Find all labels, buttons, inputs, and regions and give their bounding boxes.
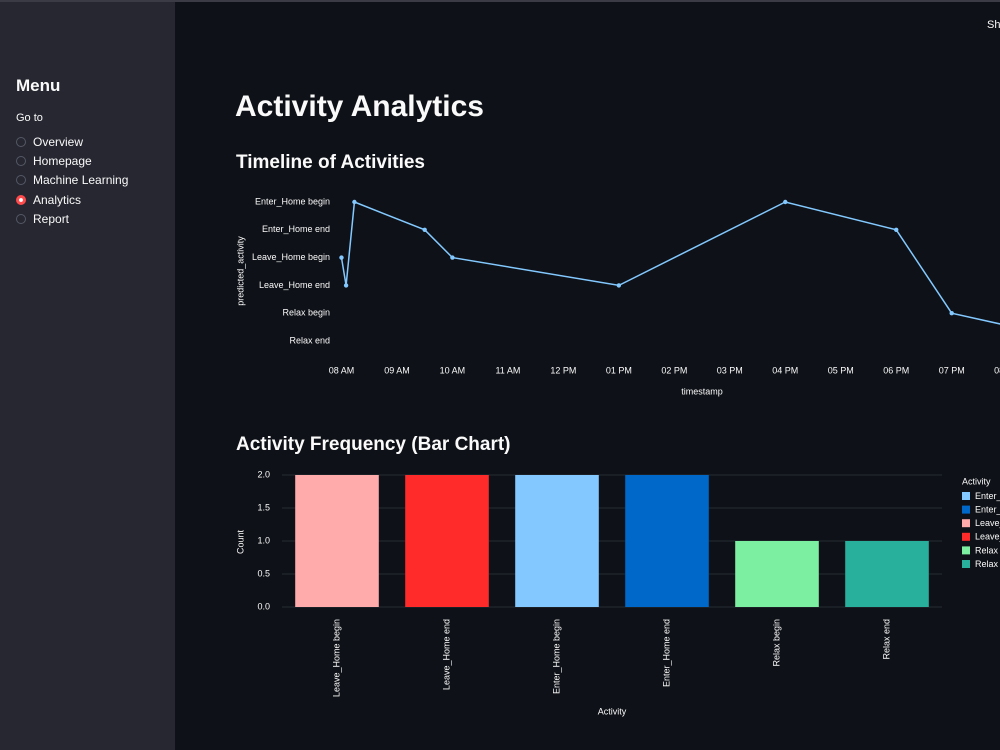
x-tick-label: Relax begin <box>771 619 781 667</box>
x-tick-label: Leave_Home begin <box>331 619 341 697</box>
legend-label: Relax end <box>975 559 1000 569</box>
radio-button[interactable] <box>16 213 26 224</box>
x-tick-label: 03 PM <box>717 365 743 375</box>
point <box>343 283 349 288</box>
point <box>949 311 954 316</box>
y-tick-label: Leave_Home begin <box>252 252 330 262</box>
bar <box>295 475 379 607</box>
radio-option[interactable]: Overview <box>16 132 128 151</box>
y-tick-label: 1.0 <box>257 535 270 545</box>
legend-swatch <box>962 505 970 514</box>
x-axis-label: Activity <box>598 706 627 716</box>
radio-label: Go to <box>16 112 43 124</box>
radio-option[interactable]: Machine Learning <box>16 171 128 190</box>
bar <box>515 475 599 607</box>
y-axis-label: Count <box>235 530 245 555</box>
sidebar-title: Menu <box>16 76 61 95</box>
line-chart: Enter_Home begin Enter_Home end Leave_Home… <box>235 196 1000 396</box>
y-tick-label: 0.5 <box>257 568 270 578</box>
x-tick-label: Enter_Home begin <box>551 619 561 694</box>
point <box>339 255 344 260</box>
x-tick-label: Enter_Home end <box>661 619 671 687</box>
legend-label: Leave_Home end <box>975 532 1000 542</box>
radio-text: Homepage <box>33 153 92 168</box>
y-axis-label: predicted_activity <box>235 236 245 306</box>
bar <box>735 541 819 607</box>
x-tick-label: 11 AM <box>495 365 520 375</box>
legend-swatch <box>962 492 970 500</box>
line <box>340 200 1000 325</box>
radio-option[interactable]: Analytics <box>16 190 128 209</box>
radio-text: Report <box>33 211 70 226</box>
y-tick-label: Enter_Home begin <box>255 196 330 206</box>
radio-button[interactable] <box>16 136 26 147</box>
x-tick-label: 10 AM <box>440 365 466 375</box>
radio-group: Overview Homepage Machine Learning Analytic… <box>16 132 128 228</box>
radio-text: Machine Learning <box>33 173 129 188</box>
x-tick-label: Relax end <box>881 619 891 660</box>
x-tick-label: 04 PM <box>772 365 798 375</box>
bar-chart: 0.0 0.5 1.0 1.5 2.0 Leave_Home begin Leave_Hom… <box>235 469 1000 716</box>
y-tick-label: 2.0 <box>257 469 270 479</box>
y-tick-label: Relax begin <box>282 308 330 318</box>
y-tick-label: 1.5 <box>257 502 270 512</box>
x-tick-label: 08 PM <box>994 365 1000 375</box>
legend-label: Relax begin <box>975 545 1000 555</box>
x-tick-label: 07 PM <box>939 365 965 375</box>
point <box>783 199 788 205</box>
legend-label: Enter_Home end <box>975 504 1000 514</box>
share-button[interactable]: Share <box>987 19 1000 31</box>
radio-button[interactable] <box>16 194 26 205</box>
x-tick-label: 12 PM <box>550 365 576 375</box>
point <box>422 227 427 232</box>
legend-label: Leave_Home begin <box>975 518 1000 528</box>
radio-option[interactable]: Report <box>16 209 128 228</box>
bar <box>625 475 709 607</box>
legend-label: Enter_Home begin <box>975 491 1000 501</box>
sidebar: Menu Go to Overview Homepage Machine Learn… <box>0 2 175 750</box>
point <box>450 255 455 260</box>
radio-button[interactable] <box>16 155 26 166</box>
x-tick-label: Leave_Home end <box>441 619 451 690</box>
x-tick-label: 05 PM <box>828 365 854 375</box>
point <box>894 227 899 232</box>
x-tick-label: 02 PM <box>661 365 687 375</box>
chart-title: Timeline of Activities <box>236 152 425 173</box>
x-tick-label: 01 PM <box>606 365 632 375</box>
y-tick-label: Enter_Home end <box>262 224 330 234</box>
bar <box>845 541 929 607</box>
legend-swatch <box>962 560 970 568</box>
y-tick-label: Relax end <box>289 335 330 345</box>
x-tick-label: 06 PM <box>883 365 909 375</box>
legend-swatch <box>962 546 970 555</box>
radio-text: Overview <box>33 134 84 149</box>
y-tick-label: 0.0 <box>257 601 270 611</box>
radio-option[interactable]: Homepage <box>16 151 128 170</box>
page-title: Activity Analytics <box>235 90 484 123</box>
x-tick-label: 08 AM <box>329 365 355 375</box>
legend-swatch <box>962 519 970 528</box>
radio-text: Analytics <box>33 192 82 207</box>
point <box>616 283 622 288</box>
point <box>352 199 357 205</box>
chart-title: Activity Frequency (Bar Chart) <box>236 434 511 455</box>
x-tick-label: 09 AM <box>384 365 410 375</box>
legend-swatch <box>962 532 970 541</box>
legend-title: Activity <box>962 476 991 486</box>
y-tick-label: Leave_Home end <box>259 280 330 290</box>
x-axis-label: timestamp <box>681 386 723 396</box>
bar <box>405 475 489 607</box>
radio-button[interactable] <box>16 175 26 186</box>
